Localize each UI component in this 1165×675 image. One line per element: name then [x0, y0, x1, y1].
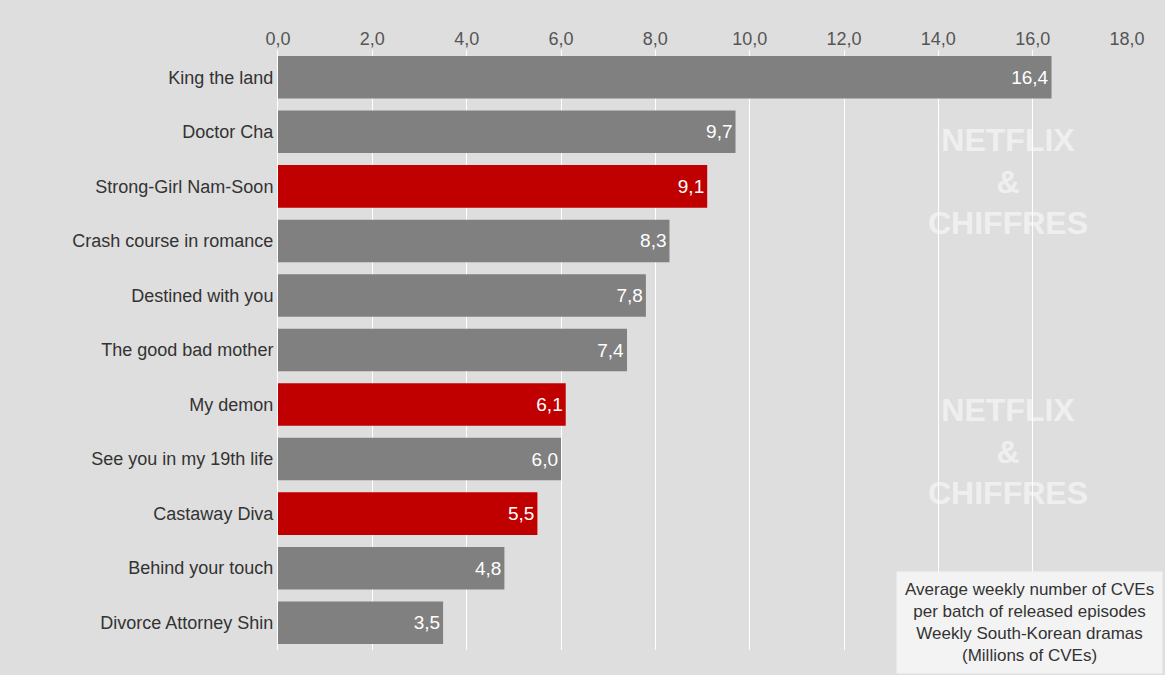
svg-text:8,0: 8,0 [643, 29, 668, 49]
svg-text:7,4: 7,4 [597, 340, 624, 361]
svg-text:King the land: King the land [168, 68, 273, 88]
svg-text:Crash course in romance: Crash course in romance [72, 231, 273, 251]
svg-text:Strong-Girl Nam-Soon: Strong-Girl Nam-Soon [95, 177, 273, 197]
svg-text:NETFLIX&CHIFFRES: NETFLIX&CHIFFRES [928, 392, 1088, 511]
svg-text:My demon: My demon [189, 395, 273, 415]
svg-text:6,0: 6,0 [532, 449, 558, 470]
svg-text:2,0: 2,0 [360, 29, 385, 49]
svg-text:0,0: 0,0 [265, 29, 290, 49]
svg-text:16,0: 16,0 [1015, 29, 1050, 49]
svg-text:8,3: 8,3 [640, 230, 666, 251]
svg-text:9,1: 9,1 [678, 176, 704, 197]
svg-text:18,0: 18,0 [1109, 29, 1144, 49]
svg-text:3,5: 3,5 [414, 612, 440, 633]
svg-text:Behind your touch: Behind your touch [128, 558, 273, 578]
svg-text:Divorce Attorney Shin: Divorce Attorney Shin [100, 613, 273, 633]
svg-text:Average weekly number of CVEsp: Average weekly number of CVEsper batch o… [905, 580, 1154, 665]
svg-text:14,0: 14,0 [921, 29, 956, 49]
svg-text:5,5: 5,5 [508, 503, 534, 524]
svg-text:10,0: 10,0 [732, 29, 767, 49]
svg-text:12,0: 12,0 [826, 29, 861, 49]
svg-text:9,7: 9,7 [706, 121, 732, 142]
svg-text:Castaway Diva: Castaway Diva [153, 504, 274, 524]
svg-text:4,0: 4,0 [454, 29, 479, 49]
svg-text:The good bad mother: The good bad mother [101, 340, 273, 360]
svg-text:Destined with you: Destined with you [131, 286, 273, 306]
svg-text:4,8: 4,8 [475, 558, 501, 579]
svg-text:16,4: 16,4 [1011, 67, 1048, 88]
svg-text:6,1: 6,1 [536, 394, 562, 415]
svg-text:NETFLIX&CHIFFRES: NETFLIX&CHIFFRES [928, 122, 1088, 241]
svg-text:Doctor Cha: Doctor Cha [182, 122, 274, 142]
svg-text:7,8: 7,8 [616, 285, 642, 306]
svg-text:6,0: 6,0 [548, 29, 573, 49]
svg-text:See you in my 19th life: See you in my 19th life [91, 449, 273, 469]
